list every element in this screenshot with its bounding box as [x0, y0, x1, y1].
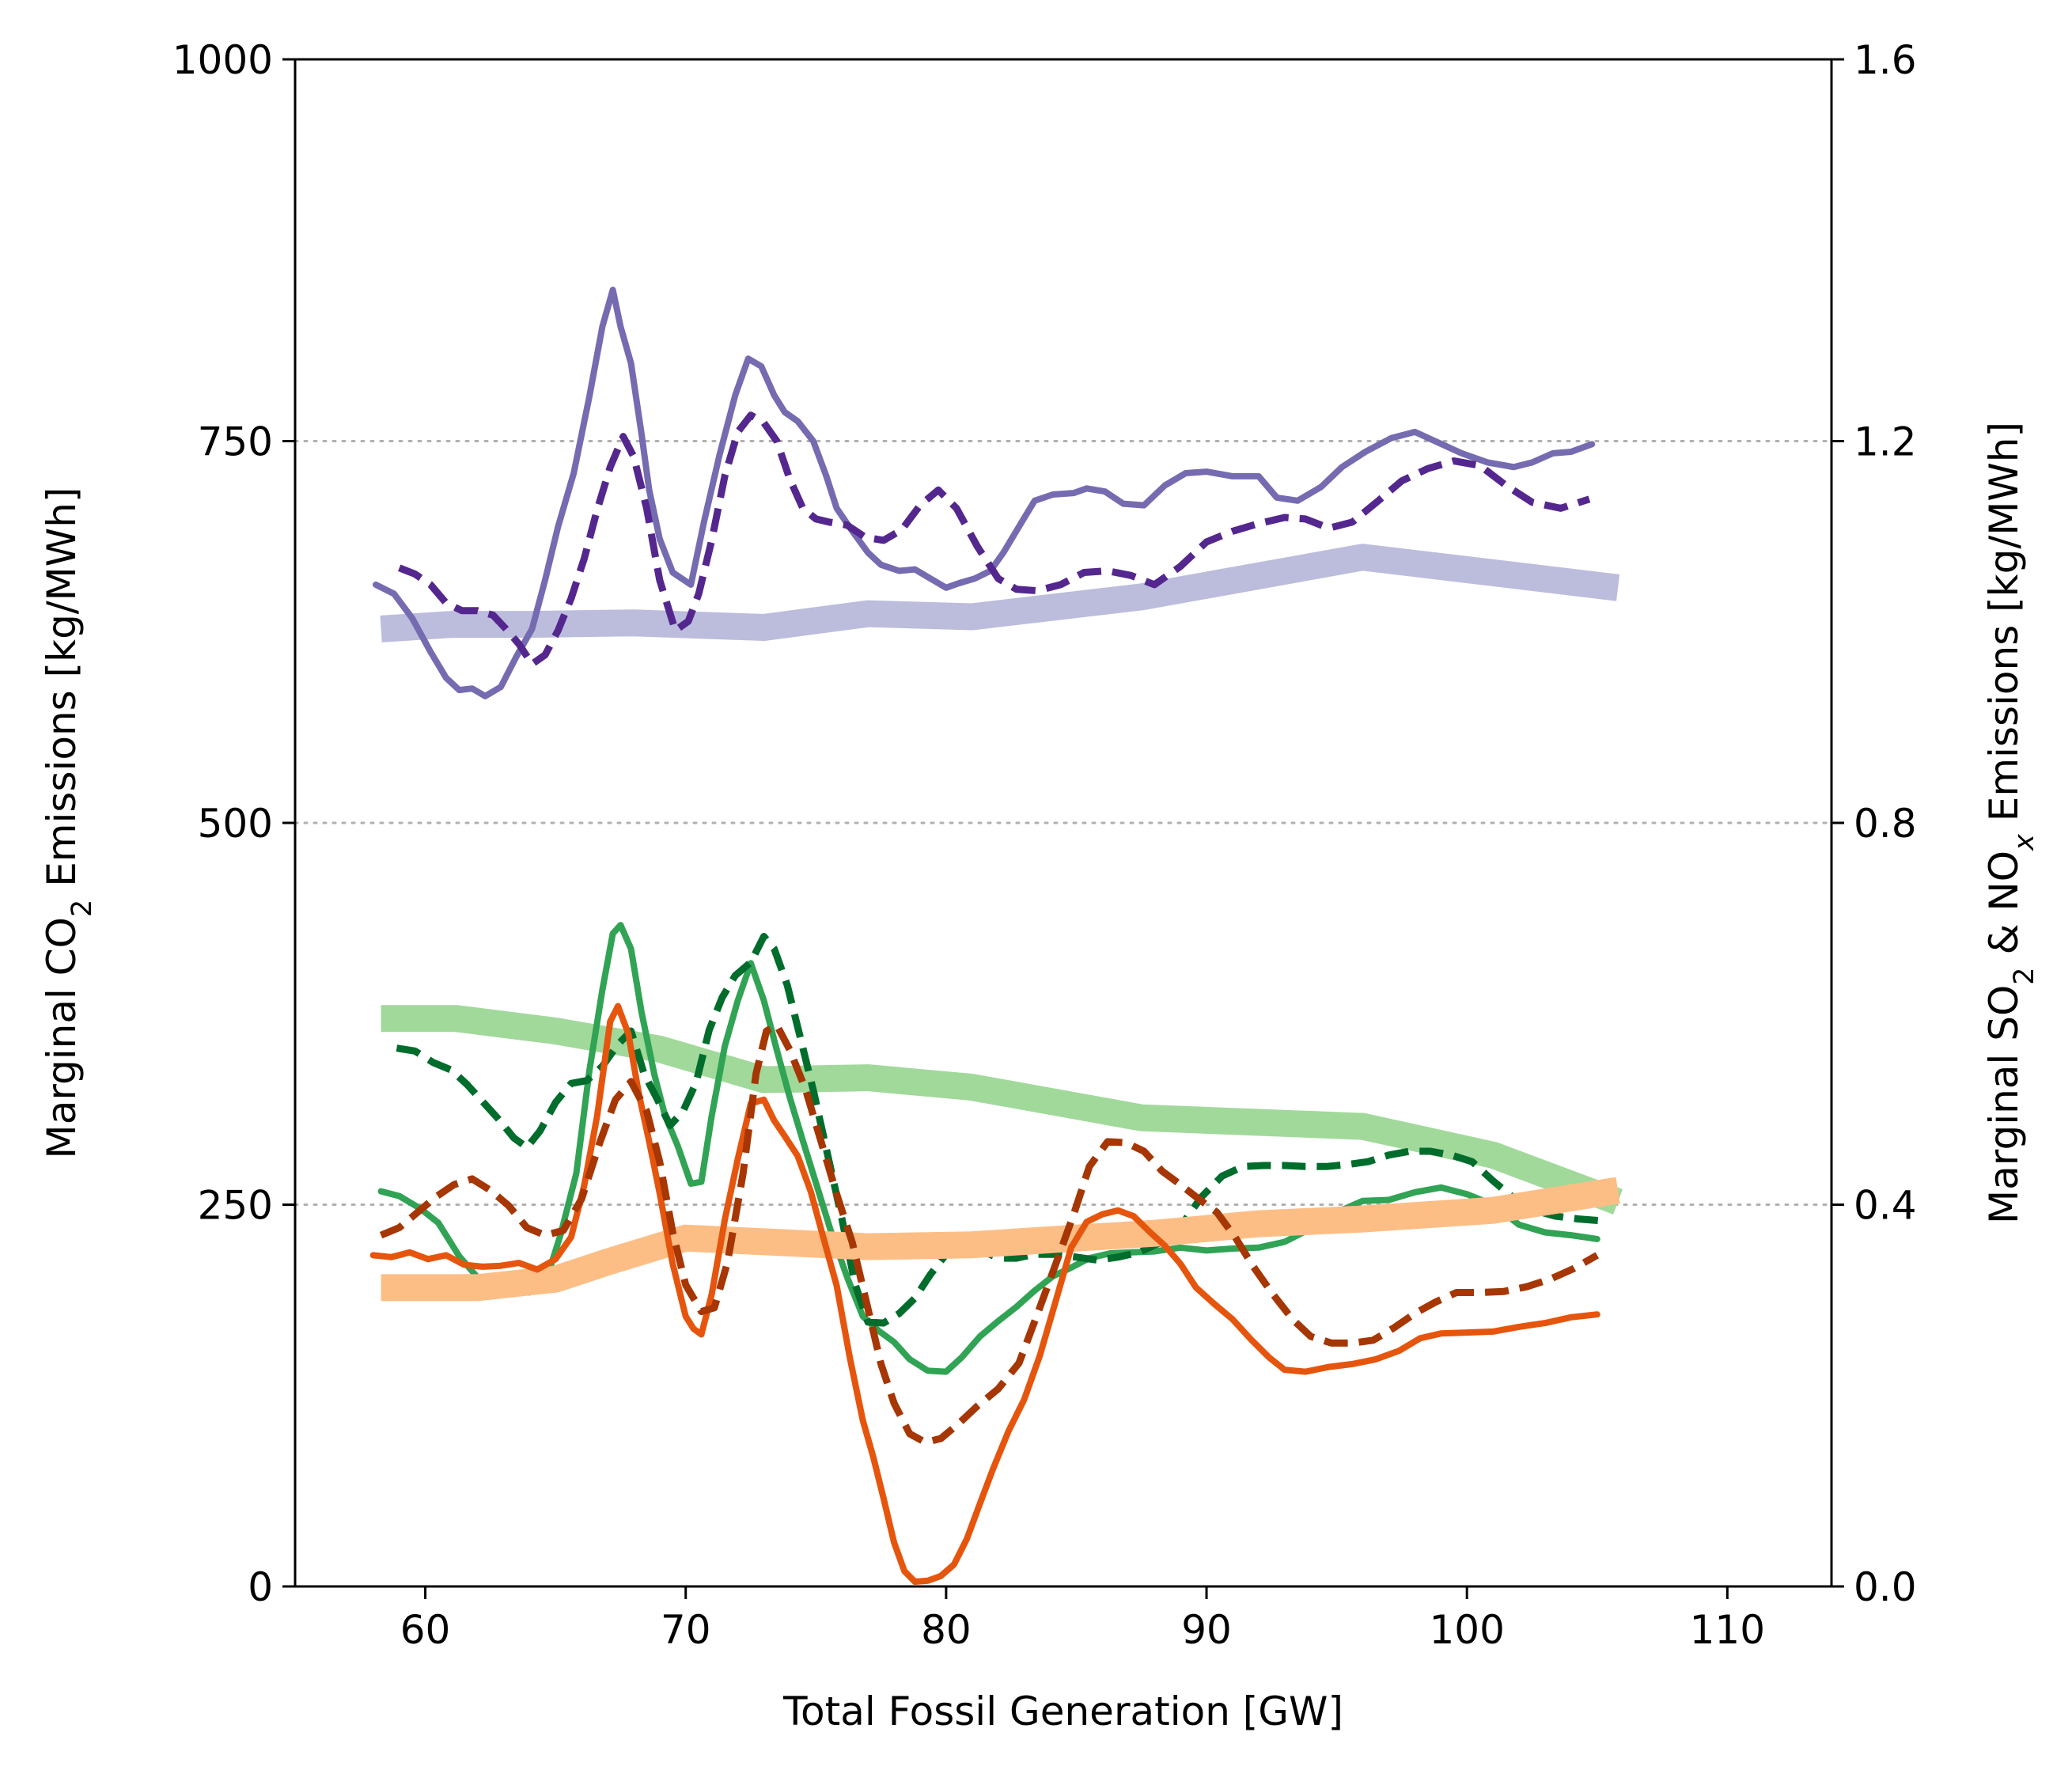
x-tick-label: 60	[400, 1607, 451, 1653]
y-left-tick-label: 250	[198, 1183, 273, 1229]
series-line-dashed-2	[398, 411, 1591, 668]
series-band-0	[380, 544, 1620, 642]
y-right-tick-label: 1.6	[1854, 37, 1917, 83]
x-tick-label: 90	[1181, 1607, 1232, 1653]
series-group	[369, 286, 1623, 1585]
x-axis-title: Total Fossil Generation [GW]	[782, 1689, 1343, 1734]
series-line-dashed-8	[379, 1021, 1600, 1446]
y-right-tick-label: 0.4	[1854, 1183, 1917, 1229]
y-left-tick-label: 1000	[172, 37, 273, 83]
y-left-tick-label: 500	[198, 801, 273, 847]
y-left-tick-label: 0	[248, 1564, 273, 1610]
series-line-dashed-5	[396, 933, 1603, 1327]
y-axis-left-title: Marginal CO2 Emissions [kg/MWh]	[39, 487, 98, 1159]
y-axis-left: 0 250 500 750 1000	[172, 37, 295, 1610]
y-axis-right-title-part-1: Marginal SO	[1981, 985, 2027, 1224]
x-tick-label: 70	[661, 1607, 711, 1653]
y-axis-right-title-subscript-1: 2	[2009, 967, 2040, 984]
x-tick-label: 80	[921, 1607, 972, 1653]
y-axis-left-title-part-1: Marginal CO	[39, 917, 85, 1158]
y-axis-right: 0.0 0.4 0.8 1.2 1.6	[1831, 37, 1917, 1610]
gridlines	[294, 440, 1833, 1206]
y-axis-right-title-part-3: Emissions [kg/MWh]	[1981, 422, 2027, 834]
series-line-solid-7	[369, 1003, 1600, 1585]
y-axis-right-title-subscript-2: x	[2009, 834, 2040, 851]
y-left-tick-label: 750	[198, 419, 273, 465]
y-axis-right-title-part-2: & NO	[1981, 851, 2027, 968]
x-tick-label: 110	[1690, 1607, 1765, 1653]
series-line-solid-1	[373, 286, 1596, 699]
series-band-6	[381, 1177, 1620, 1302]
y-right-tick-label: 1.2	[1854, 419, 1917, 465]
y-axis-right-title: Marginal SO2 & NOx Emissions [kg/MWh]	[1981, 422, 2040, 1224]
series-band-3	[381, 1005, 1623, 1215]
x-tick-label: 100	[1429, 1607, 1504, 1653]
y-right-tick-label: 0.0	[1854, 1564, 1917, 1610]
y-axis-left-title-part-2: Emissions [kg/MWh]	[39, 487, 85, 900]
y-axis-left-title-subscript: 2	[66, 900, 98, 917]
x-axis: 60 70 80 90 100 110	[400, 1586, 1765, 1653]
y-right-tick-label: 0.8	[1854, 801, 1917, 847]
